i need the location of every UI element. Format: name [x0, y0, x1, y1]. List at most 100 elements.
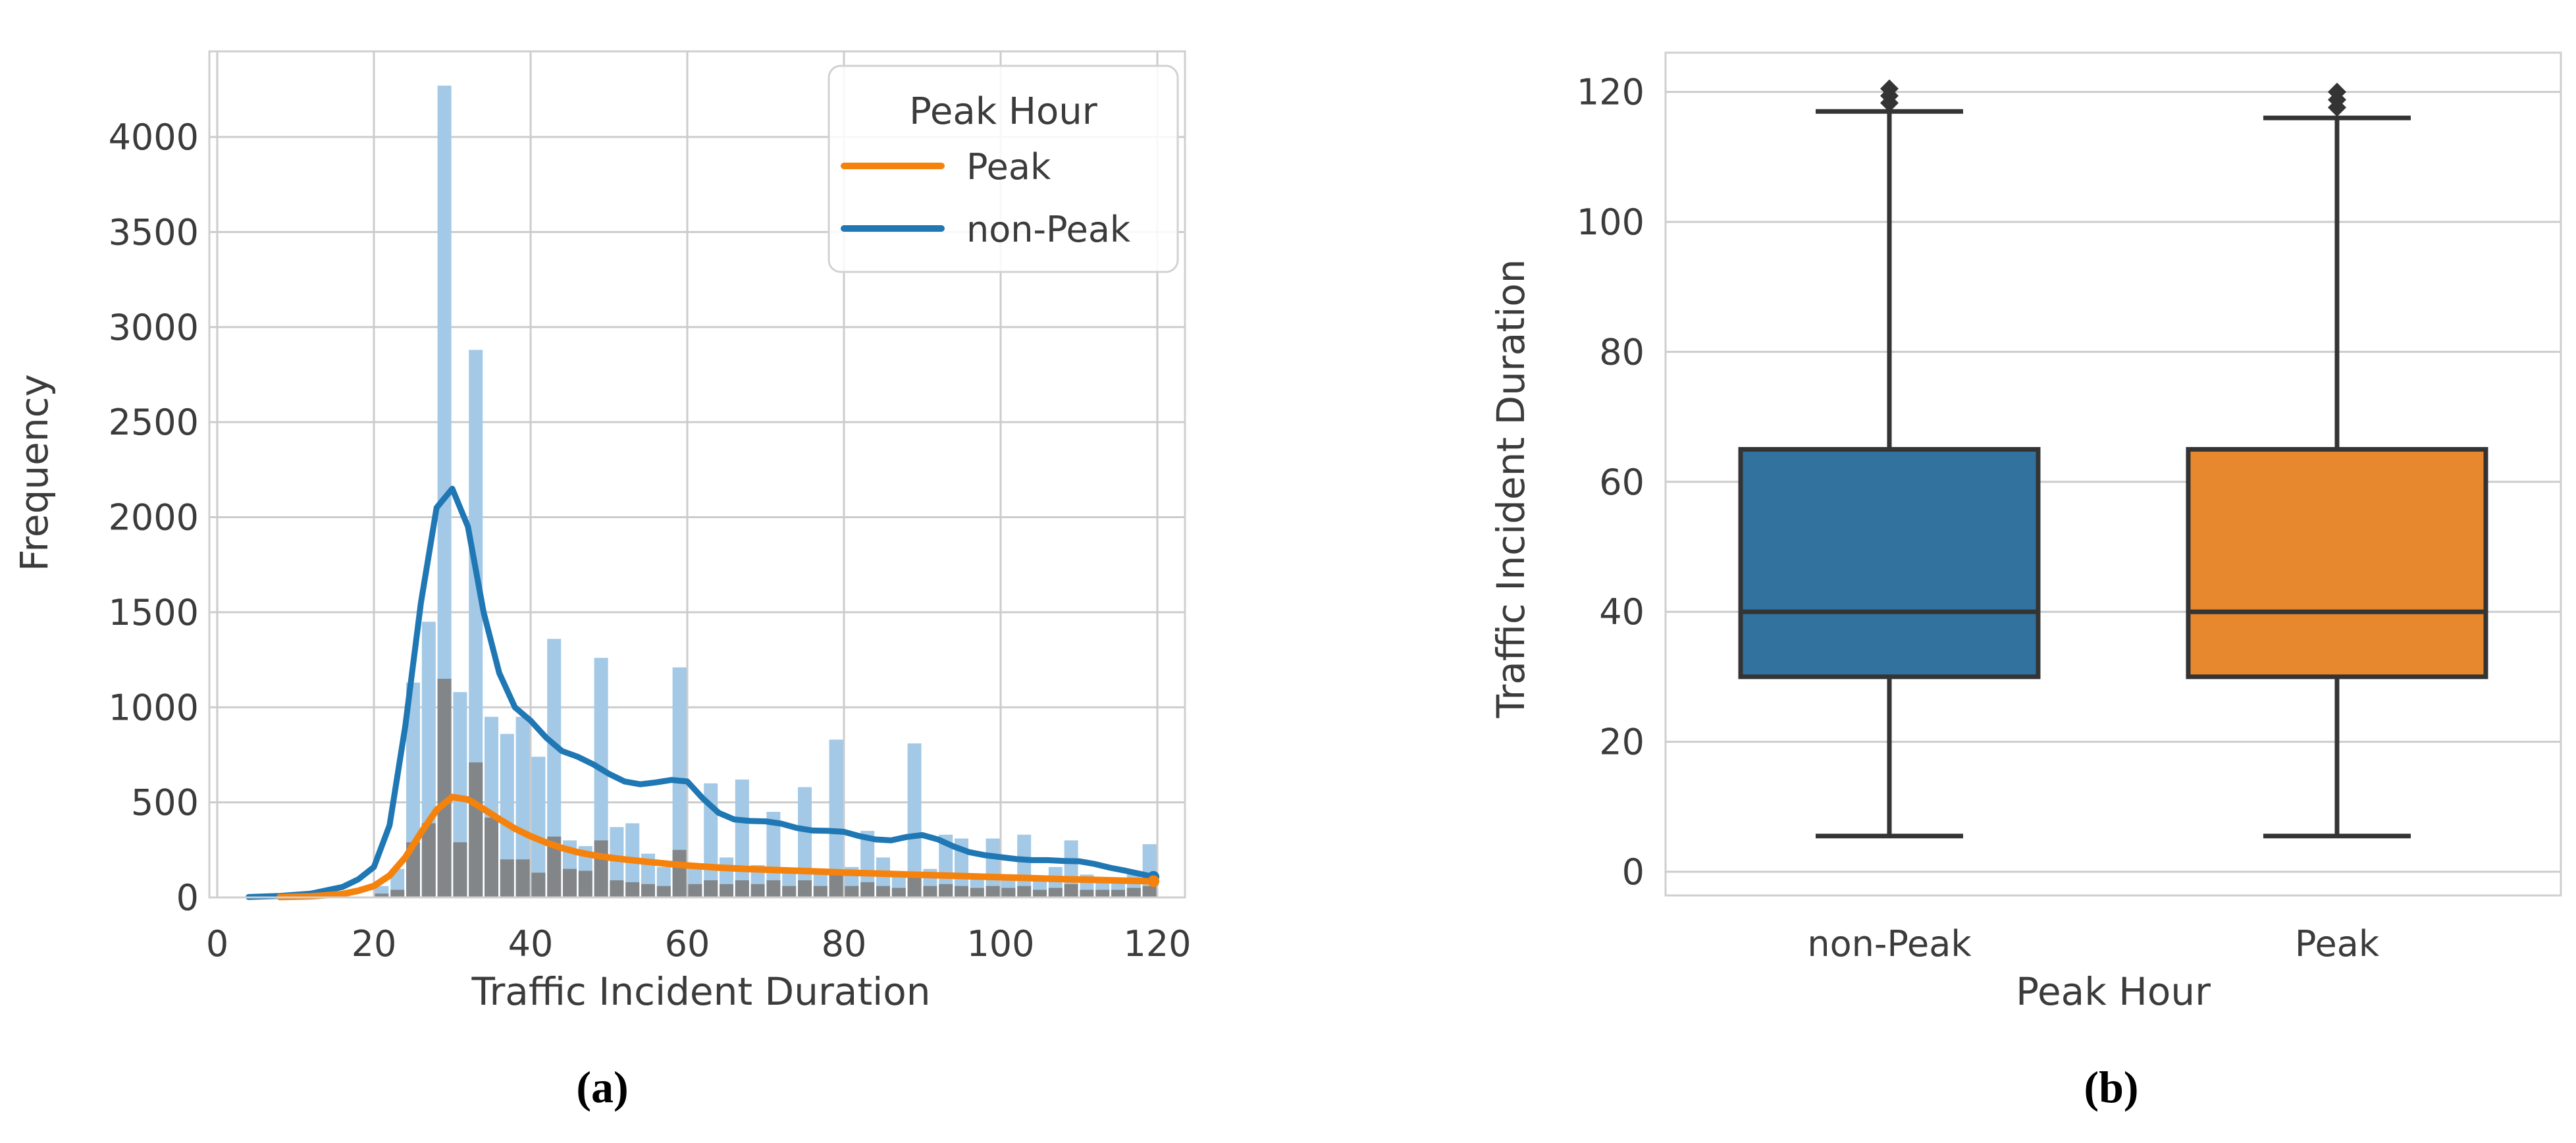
histogram-bar-peak — [970, 888, 984, 897]
histogram-bar-peak — [594, 840, 608, 897]
histogram-bar-peak — [1080, 890, 1094, 897]
histogram-bar-peak — [500, 859, 514, 897]
histogram-bar-peak — [939, 884, 953, 897]
histogram-bar-peak — [1033, 890, 1047, 897]
histogram-bar-peak — [891, 888, 906, 897]
legend-box — [828, 65, 1179, 273]
histogram-bar-peak — [845, 886, 859, 897]
histogram-bar-peak — [1064, 884, 1078, 897]
histogram-bar-nonpeak — [735, 779, 749, 897]
histogram-bar-peak — [704, 880, 718, 897]
hist-x-tick-label: 40 — [508, 923, 554, 965]
histogram-bar-peak — [829, 874, 843, 897]
histogram-bar-nonpeak — [515, 716, 530, 897]
histogram-bar-peak — [485, 817, 498, 897]
histogram-bar-peak — [955, 886, 968, 897]
box-y-tick-label: 20 — [1599, 722, 1644, 763]
hist-y-axis-label: Frequency — [12, 374, 57, 572]
hist-y-tick-label: 1500 — [109, 592, 199, 633]
histogram-bar-peak — [876, 886, 890, 897]
box-y-tick-label: 80 — [1599, 331, 1644, 373]
histogram-bar-peak — [421, 823, 436, 897]
histogram-bar-peak — [1017, 886, 1032, 897]
histogram-bar-peak — [515, 859, 530, 897]
histogram-bar-peak — [986, 886, 1000, 897]
box-y-tick-label: 40 — [1599, 591, 1644, 633]
histogram-bar-peak — [390, 890, 405, 897]
histogram-bar-peak — [813, 886, 828, 897]
histogram-bar-nonpeak — [1017, 834, 1032, 897]
histogram-bar-peak — [1126, 888, 1141, 897]
legend-title: Peak Hour — [909, 90, 1098, 133]
histogram-bar-nonpeak — [766, 812, 781, 897]
hist-y-tick-label: 4000 — [109, 117, 199, 158]
histogram-bar-peak — [656, 886, 671, 897]
histogram-bar-peak — [923, 886, 937, 897]
hist-y-tick-label: 1000 — [109, 687, 199, 728]
histogram-bar-nonpeak — [939, 834, 953, 897]
histogram-bar-peak — [1142, 886, 1157, 897]
histogram-bar-nonpeak — [469, 350, 483, 897]
box-x-axis-label: Peak Hour — [2016, 969, 2211, 1014]
histogram-bar-peak — [469, 762, 483, 897]
histogram-bar-peak — [907, 876, 922, 897]
hist-x-tick-label: 120 — [1123, 923, 1191, 965]
histogram-bar-nonpeak — [860, 830, 875, 897]
histogram-bar-peak — [688, 884, 702, 897]
histogram-bar-nonpeak — [829, 739, 843, 897]
histogram-bar-peak — [610, 880, 624, 897]
histogram-bar-peak — [1001, 888, 1016, 897]
box-y-tick-label: 120 — [1577, 72, 1644, 113]
box-category-label: non-Peak — [1807, 923, 1972, 965]
outlier-diamond — [1880, 79, 1899, 98]
hist-x-tick-label: 0 — [206, 923, 228, 965]
histogram-bar-peak — [375, 893, 389, 897]
histogram-bar-peak — [750, 884, 765, 897]
histogram-bar-peak — [625, 882, 640, 897]
histogram-bar-peak — [860, 882, 875, 897]
box-category-label: Peak — [2295, 923, 2380, 965]
histogram-bar-peak — [563, 868, 577, 897]
histogram-bar-peak — [1048, 888, 1063, 897]
hist-y-tick-label: 3000 — [109, 307, 199, 348]
hist-y-tick-label: 3500 — [109, 211, 199, 253]
hist-y-tick-label: 0 — [176, 877, 199, 918]
histogram-bar-peak — [735, 880, 749, 897]
caption-a: (a) — [576, 1062, 629, 1112]
histogram-bar-nonpeak — [610, 827, 624, 897]
box-y-tick-label: 60 — [1599, 462, 1644, 503]
hist-x-tick-label: 60 — [665, 923, 710, 965]
hist-x-axis-label: Traffic Incident Duration — [471, 969, 931, 1014]
legend-label: Peak — [966, 146, 1051, 188]
hist-axes-frame — [208, 50, 1186, 899]
histogram-bar-nonpeak — [907, 743, 922, 897]
box-non-Peak — [1738, 446, 2041, 679]
histogram-bar-peak — [672, 849, 687, 897]
kde-end-dot-peak — [1147, 875, 1160, 888]
hist-y-tick-label: 2000 — [109, 497, 199, 539]
hist-x-tick-label: 80 — [822, 923, 867, 965]
histogram-bar-nonpeak — [594, 658, 608, 897]
histogram-bar-nonpeak — [531, 757, 546, 897]
histogram-bar-peak — [531, 872, 546, 897]
box-y-tick-label: 100 — [1577, 201, 1644, 243]
outlier-diamond — [2328, 82, 2346, 101]
histogram-bar-nonpeak — [500, 733, 514, 897]
kde-line-nonpeak — [246, 485, 1157, 900]
histogram-bar-peak — [547, 836, 562, 897]
histogram-bar-peak — [720, 884, 733, 897]
histogram-bar-peak — [1095, 890, 1110, 897]
hist-x-tick-label: 20 — [352, 923, 397, 965]
histogram-bar-peak — [766, 880, 781, 897]
box-y-tick-label: 0 — [1622, 851, 1644, 893]
histogram-bar-peak — [641, 884, 655, 897]
hist-y-tick-label: 2500 — [109, 402, 199, 443]
histogram-bar-nonpeak — [547, 639, 562, 897]
histogram-bar-peak — [1111, 890, 1125, 897]
histogram-bar-peak — [578, 870, 592, 897]
histogram-bar-peak — [782, 886, 797, 897]
box-Peak — [2186, 446, 2488, 679]
histogram-bar-peak — [798, 880, 812, 897]
